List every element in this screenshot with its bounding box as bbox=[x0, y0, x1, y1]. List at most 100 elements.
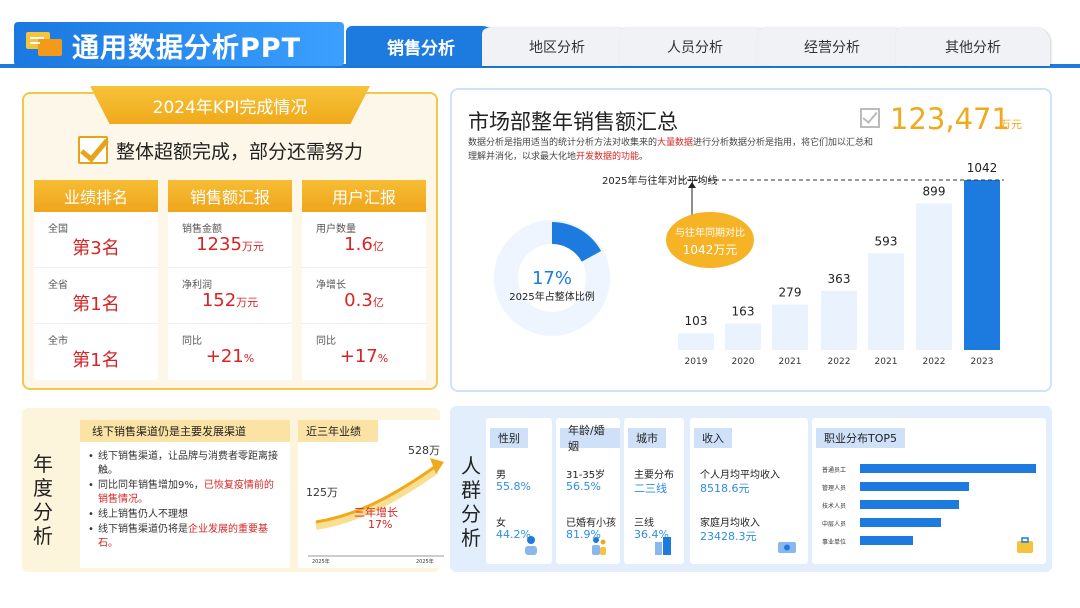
kpi-value-unit: 万元 bbox=[241, 240, 264, 253]
kpi-value-unit: 万元 bbox=[236, 296, 259, 309]
income-card: 收入 个人月均平均收入 8518.6元 家庭月均收入 23428.3元 bbox=[690, 418, 808, 564]
header-underline bbox=[0, 64, 1080, 68]
tab-operation[interactable]: 经营分析 bbox=[758, 28, 906, 66]
desc-text: 数据分析是指用适当的统计分析方法对收集来的 bbox=[468, 138, 658, 148]
channel-card-title: 线下销售渠道仍是主要发展渠道 bbox=[80, 420, 290, 442]
kpi-cell: 净增长 0.3亿 bbox=[302, 268, 426, 324]
item-text: 线下销售渠道，让品牌与消费者零距离接触。 bbox=[98, 451, 278, 476]
bubble-label: 与往年同期对比 bbox=[675, 226, 745, 239]
jobs-card: 职业分布TOP5 普通员工管理人员技术人员中层人员事业单位 bbox=[812, 418, 1046, 564]
bar-value-label: 593 bbox=[875, 234, 898, 248]
briefcase-icon bbox=[1017, 537, 1033, 553]
kpi-value-number: 第3名 bbox=[72, 238, 120, 259]
person-icon bbox=[525, 536, 537, 555]
kpi-cell-value: 第3名 bbox=[34, 234, 158, 260]
bar bbox=[868, 253, 904, 350]
tab-staff[interactable]: 人员分析 bbox=[620, 28, 770, 66]
kpi-cell: 全国 第3名 bbox=[34, 212, 158, 268]
job-label: 管理人员 bbox=[822, 485, 847, 492]
job-label: 技术人员 bbox=[822, 503, 847, 510]
kpi-value-number: 第1名 bbox=[72, 350, 120, 371]
tab-region[interactable]: 地区分析 bbox=[482, 28, 632, 66]
job-bar bbox=[860, 500, 959, 509]
card-label: 主要分布 bbox=[634, 470, 674, 481]
kpi-value-number: +21 bbox=[205, 346, 244, 367]
bar-value-label: 363 bbox=[828, 272, 851, 286]
kpi-cell-label: 净增长 bbox=[316, 280, 346, 291]
card-label: 31-35岁 bbox=[566, 470, 606, 481]
bar bbox=[821, 290, 857, 350]
bar bbox=[916, 203, 952, 350]
kpi-column-ranking: 业绩排名 全国 第3名 全省 第1名 全市 第1名 bbox=[34, 180, 158, 380]
bar bbox=[772, 304, 808, 350]
card-label: 男 bbox=[496, 470, 506, 481]
card-label: 家庭月均收入 bbox=[700, 518, 760, 529]
family-icon bbox=[592, 537, 606, 555]
desc-text: 进行分析数据分析是指用，将它们加以汇总和理解并消化，以求最大化地 bbox=[468, 138, 874, 162]
kpi-cell-label: 用户数量 bbox=[316, 224, 356, 235]
job-label: 事业单位 bbox=[822, 539, 847, 546]
kpi-cell-label: 净利润 bbox=[182, 280, 212, 291]
kpi-cell-label: 同比 bbox=[182, 336, 202, 347]
donut-caption: 2025年占整体比例 bbox=[509, 290, 594, 303]
kpi-value-number: 1235 bbox=[196, 234, 242, 255]
job-bar bbox=[860, 536, 913, 545]
age-card: 年龄/婚姻 31-35岁 56.5% 已婚有小孩 81.9% bbox=[556, 418, 620, 564]
kpi-column-head: 业绩排名 bbox=[34, 180, 158, 212]
kpi-cell-label: 全国 bbox=[48, 224, 68, 235]
x-tick-label: 2023 bbox=[971, 357, 994, 367]
building-icon bbox=[655, 537, 671, 555]
kpi-cell-value: 第1名 bbox=[34, 290, 158, 316]
card-head: 职业分布TOP5 bbox=[816, 428, 906, 448]
kpi-cell-value: 1.6亿 bbox=[302, 234, 426, 255]
x-tick-label: 2020 bbox=[732, 357, 755, 367]
kpi-value-unit: 亿 bbox=[372, 240, 384, 253]
city-card: 城市 主要分布 二三线 三线 36.4% bbox=[624, 418, 684, 564]
checkbox-icon bbox=[78, 136, 108, 164]
kpi-subtitle: 整体超额完成，部分还需努力 bbox=[78, 136, 363, 164]
list-item: 线下销售渠道，让品牌与消费者零距离接触。 bbox=[88, 450, 280, 478]
card-value: 81.9% bbox=[566, 528, 601, 541]
people-side-title: 人群分析 bbox=[461, 454, 481, 550]
card-value: 8518.6元 bbox=[700, 482, 750, 495]
bar-value-label: 899 bbox=[923, 184, 946, 198]
trend-start-value: 125万 bbox=[306, 486, 338, 499]
kpi-column-head: 用户汇报 bbox=[302, 180, 426, 212]
market-panel: 17% 2025年占整体比例 103 2019 163 2020 279 2021 363 202… bbox=[450, 88, 1052, 392]
kpi-value-number: +17 bbox=[339, 346, 378, 367]
job-label: 中层人员 bbox=[822, 521, 847, 528]
arrow-head-icon bbox=[430, 458, 444, 474]
channel-list: 线下销售渠道，让品牌与消费者零距离接触。 同比同年销售增加9%，已恢复疫情前的销… bbox=[80, 442, 290, 551]
comparison-bubble bbox=[666, 212, 754, 268]
x-tick-label: 2019 bbox=[685, 357, 708, 367]
kpi-subtitle-text: 整体超额完成，部分还需努力 bbox=[116, 140, 364, 163]
card-head: 收入 bbox=[694, 428, 732, 448]
header-bar bbox=[0, 18, 1080, 72]
job-label: 普通员工 bbox=[822, 467, 847, 474]
tab-sales[interactable]: 销售分析 bbox=[346, 26, 496, 66]
kpi-cell: 用户数量 1.6亿 bbox=[302, 212, 426, 268]
x-tick-label: 2022 bbox=[828, 357, 851, 367]
kpi-cell-value: 0.3亿 bbox=[302, 290, 426, 311]
x-tick-label: 2021 bbox=[779, 357, 802, 367]
tab-other[interactable]: 其他分析 bbox=[896, 28, 1050, 66]
kpi-cell-label: 全省 bbox=[48, 280, 68, 291]
kpi-value-number: 0.3 bbox=[344, 290, 373, 311]
kpi-cell: 全市 第1名 bbox=[34, 324, 158, 380]
check-square-icon bbox=[860, 108, 880, 128]
list-item: 线上销售仍人不理想 bbox=[88, 508, 280, 522]
item-text: 线上销售仍人不理想 bbox=[98, 509, 188, 520]
kpi-cell-value: 第1名 bbox=[34, 346, 158, 372]
card-head: 城市 bbox=[628, 428, 666, 448]
kpi-value-unit: 亿 bbox=[372, 296, 384, 309]
kpi-panel: 2024年KPI完成情况 整体超额完成，部分还需努力 业绩排名 全国 第3名 全省… bbox=[22, 86, 438, 390]
kpi-value-number: 152 bbox=[201, 290, 237, 311]
job-bar bbox=[860, 482, 970, 491]
average-line-label: 2025年与往年对比平均线 bbox=[602, 174, 717, 187]
kpi-cell-label: 全市 bbox=[48, 336, 68, 347]
annual-side-title: 年度分析 bbox=[33, 452, 53, 548]
bar bbox=[725, 323, 761, 350]
card-label: 个人月均平均收入 bbox=[700, 470, 780, 481]
donut-percent: 17% bbox=[532, 268, 572, 289]
card-value: 56.5% bbox=[566, 480, 601, 493]
